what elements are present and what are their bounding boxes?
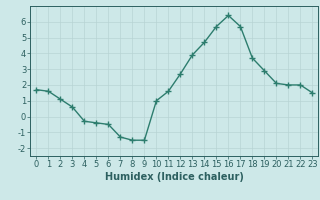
X-axis label: Humidex (Indice chaleur): Humidex (Indice chaleur) — [105, 172, 244, 182]
